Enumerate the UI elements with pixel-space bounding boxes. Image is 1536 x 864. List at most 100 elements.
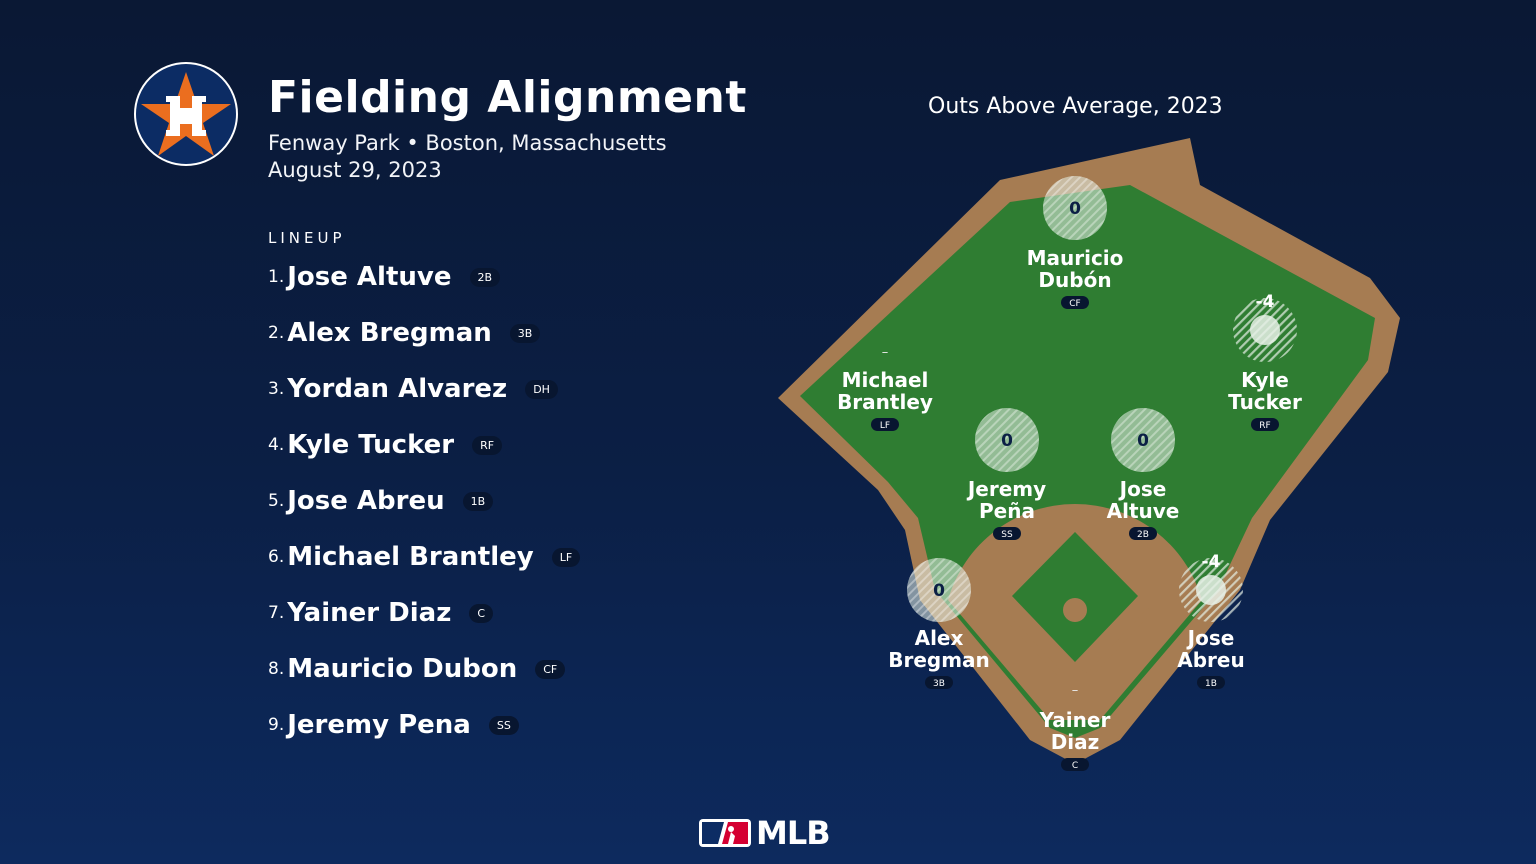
fielder-name: Bregman [888,648,990,672]
mlb-logo: MLB [698,814,831,852]
fielder-name: Kyle [1241,368,1289,392]
player-name: Jeremy Pena [287,710,471,740]
fielder-name: Mauricio [1027,246,1124,270]
position-badge [925,676,953,689]
fielder-name: Michael [842,368,929,392]
infield-grass [1012,532,1138,662]
oaa-marker [907,558,971,622]
position-badge [871,418,899,431]
fielder-name: Dubón [1038,268,1111,292]
oaa-marker [975,408,1039,472]
batting-order: 5. [268,491,285,511]
player-name: Alex Bregman [287,318,492,348]
game-date: August 29, 2023 [268,158,442,182]
oaa-marker [1196,575,1226,605]
position-badge [1129,527,1157,540]
player-name: Kyle Tucker [287,430,455,460]
batting-order: 2. [268,323,285,343]
oaa-value: – [882,345,889,360]
player-name: Yainer Diaz [287,598,452,628]
oaa-value: 0 [1069,199,1081,219]
position-badge: 2B [469,267,501,287]
fielder-name: Alex [915,626,964,650]
lineup-row: 2. Alex Bregman 3B [268,318,541,348]
position-label: 3B [933,679,945,689]
position-label: CF [1069,299,1080,309]
position-badge: C [469,603,494,623]
fielder-name: Tucker [1228,390,1302,414]
position-badge [993,527,1021,540]
position-label: RF [1259,421,1270,431]
home-plate-area [1054,669,1096,711]
position-badge: DH [525,379,558,399]
position-badge [1197,676,1225,689]
position-badge: SS [488,715,519,735]
batting-order: 7. [268,603,285,623]
fielder-name: Jose [1186,626,1235,650]
oaa-value: 0 [1001,431,1013,451]
mlb-batter-icon [699,819,751,847]
batting-order: 6. [268,547,285,567]
lineup-row: 4. Kyle Tucker RF [268,430,503,460]
position-badge: CF [535,659,566,679]
position-badge [1061,296,1089,309]
position-badge: RF [472,435,503,455]
player-name: Mauricio Dubon [287,654,518,684]
oaa-marker [1250,315,1280,345]
player-name: Michael Brantley [287,542,534,572]
page-title: Fielding Alignment [268,72,747,123]
venue: Fenway Park • Boston, Massachusetts [268,131,667,155]
lineup-row: 5. Jose Abreu 1B [268,486,494,516]
batting-order: 8. [268,659,285,679]
lineup-row: 6. Michael Brantley LF [268,542,581,572]
batting-order: 9. [268,715,285,735]
player-name: Jose Altuve [287,262,452,292]
fielder-name: Jose [1118,477,1167,501]
batting-order: 3. [268,379,285,399]
lineup-row: 7. Yainer Diaz C [268,598,494,628]
position-label: C [1072,761,1078,771]
fielder-name: Brantley [837,390,933,414]
oaa-value: 0 [1137,431,1149,451]
oaa-value: 0 [933,581,945,601]
oaa-value: -4 [1256,292,1275,312]
position-label: SS [1001,530,1013,540]
position-label: 2B [1137,530,1149,540]
fielder-name: Abreu [1177,648,1244,672]
position-badge: LF [551,547,581,567]
batting-order: 4. [268,435,285,455]
batting-order: 1. [268,267,285,287]
position-badge [1061,758,1089,771]
oaa-value: – [1072,683,1079,698]
oaa-value: -4 [1202,552,1221,572]
oaa-marker [1043,176,1107,240]
astros-logo [134,62,238,166]
fielder-name: Altuve [1107,499,1180,523]
fielder-name: Yainer [1039,708,1111,732]
oaa-marker [1111,408,1175,472]
position-label: 1B [1205,679,1217,689]
lineup-row: 9. Jeremy Pena SS [268,710,519,740]
lineup-heading: LINEUP [268,229,346,247]
fielder-name: Peña [979,499,1035,523]
star-h-icon [141,72,231,156]
fielder-name: Jeremy [966,477,1046,501]
position-badge: 1B [462,491,494,511]
position-badge: 3B [509,323,541,343]
pitchers-mound [1063,598,1087,622]
field-title: Outs Above Average, 2023 [928,94,1223,119]
lineup-row: 1. Jose Altuve 2B [268,262,501,292]
position-label: LF [880,421,890,431]
fielder-name: Diaz [1051,730,1100,754]
player-name: Jose Abreu [287,486,445,516]
lineup-row: 3. Yordan Alvarez DH [268,374,558,404]
